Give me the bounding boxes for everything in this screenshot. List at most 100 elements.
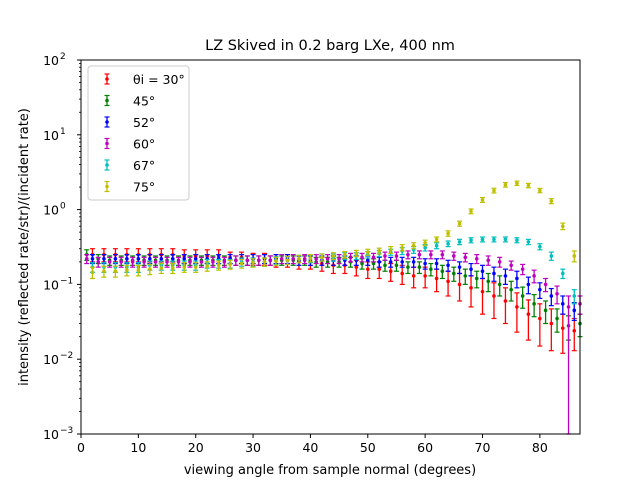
data-point (555, 316, 559, 321)
y-axis-label: intensity (reflected rate/str)/(incident… (17, 108, 32, 386)
data-point (165, 260, 169, 264)
data-point (474, 276, 479, 281)
data-point (549, 254, 554, 258)
data-point (251, 260, 255, 265)
series-3 (84, 250, 583, 435)
y-tick-label: 10 (43, 427, 59, 442)
data-point (538, 287, 542, 292)
data-point (400, 271, 404, 276)
data-point (279, 256, 284, 261)
data-point (469, 238, 473, 242)
data-point (515, 276, 519, 281)
x-tick-label: 30 (245, 440, 261, 455)
data-point (365, 258, 370, 263)
data-point (486, 258, 491, 263)
data-point (543, 282, 548, 287)
data-point (205, 264, 209, 269)
data-point (216, 263, 221, 268)
data-point (176, 260, 181, 264)
legend-marker (105, 98, 109, 103)
legend-entry: 45° (104, 94, 155, 109)
data-point (245, 258, 250, 263)
x-tick-label: 80 (532, 440, 548, 455)
data-point (560, 302, 565, 306)
data-point (90, 256, 95, 261)
data-point (480, 237, 485, 242)
data-point (497, 282, 502, 287)
legend-entry: 60° (104, 137, 155, 152)
data-point (492, 271, 496, 276)
data-point (429, 252, 433, 257)
data-point (463, 255, 468, 260)
data-point (452, 271, 456, 276)
data-point (354, 251, 359, 256)
data-point (446, 279, 450, 284)
x-tick-label: 60 (417, 440, 433, 455)
data-point (543, 308, 548, 313)
data-point (503, 299, 508, 303)
data-point (560, 326, 565, 330)
data-point (320, 255, 324, 260)
data-point (388, 248, 393, 252)
data-point (388, 269, 393, 274)
data-point (291, 256, 296, 261)
data-point (159, 256, 164, 261)
data-point (538, 188, 542, 193)
legend-marker (105, 120, 109, 124)
data-point (509, 263, 513, 268)
data-point (446, 241, 450, 246)
data-point (302, 256, 307, 261)
data-point (90, 270, 95, 275)
data-layer (84, 180, 583, 435)
data-point (532, 302, 536, 306)
data-point (417, 265, 422, 269)
legend-label: 75° (133, 180, 155, 195)
data-point (549, 199, 554, 203)
data-point (520, 294, 525, 298)
data-point (188, 260, 192, 264)
legend-box (87, 65, 190, 201)
data-point (429, 267, 433, 271)
data-point (566, 305, 571, 309)
data-point (211, 260, 215, 264)
x-tick-label: 70 (475, 440, 491, 455)
data-point (365, 250, 370, 254)
data-point (400, 245, 404, 250)
data-point (388, 260, 393, 264)
data-point (480, 198, 485, 202)
data-point (285, 258, 290, 263)
data-point (509, 287, 513, 292)
data-point (406, 265, 410, 269)
plot-frame (80, 59, 581, 435)
legend-label: θi = 30° (133, 72, 185, 87)
data-point (515, 305, 519, 309)
data-point (383, 263, 387, 268)
data-point (331, 254, 336, 258)
legend-entry: 75° (104, 180, 155, 195)
data-point (434, 276, 439, 281)
data-point (170, 256, 175, 261)
data-point (314, 256, 318, 261)
data-point (457, 240, 462, 244)
data-point (503, 274, 508, 278)
data-point (572, 328, 577, 333)
data-point (354, 265, 359, 269)
data-point (440, 269, 445, 274)
data-point (457, 221, 462, 226)
data-point (463, 274, 468, 278)
data-point (268, 258, 273, 263)
data-point (446, 263, 450, 268)
data-point (136, 256, 141, 261)
chart-title: LZ Skived in 0.2 barg LXe, 400 nm (205, 38, 455, 54)
data-point (119, 260, 123, 264)
x-axis-label: viewing angle from sample normal (degree… (184, 463, 476, 478)
data-point (102, 269, 106, 274)
data-point (377, 260, 382, 264)
data-point (417, 252, 422, 257)
data-point (130, 260, 135, 264)
legend-label: 45° (133, 94, 155, 109)
data-point (371, 261, 376, 266)
data-point (549, 321, 554, 326)
data-point (113, 269, 118, 274)
